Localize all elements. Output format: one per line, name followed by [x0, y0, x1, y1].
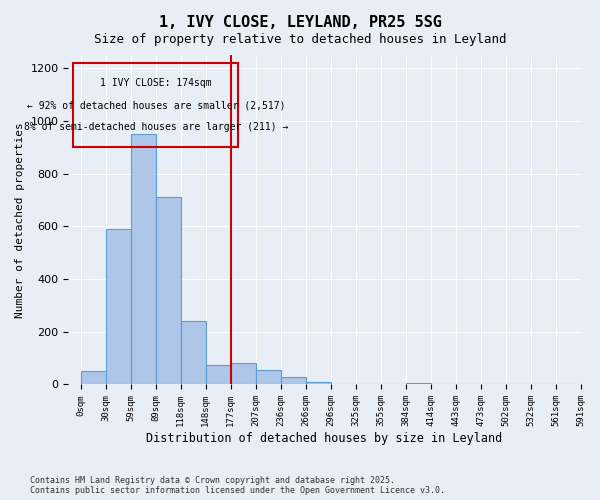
Bar: [81, 372, 106, 384]
Bar: [256, 370, 281, 384]
Text: 1, IVY CLOSE, LEYLAND, PR25 5SG: 1, IVY CLOSE, LEYLAND, PR25 5SG: [158, 15, 442, 30]
Bar: [156, 198, 181, 384]
Bar: [281, 376, 306, 384]
Bar: [231, 364, 256, 384]
Text: ← 92% of detached houses are smaller (2,517): ← 92% of detached houses are smaller (2,…: [26, 100, 285, 110]
Text: Contains HM Land Registry data © Crown copyright and database right 2025.
Contai: Contains HM Land Registry data © Crown c…: [30, 476, 445, 495]
Bar: [206, 364, 231, 384]
Text: 1 IVY CLOSE: 174sqm: 1 IVY CLOSE: 174sqm: [100, 78, 212, 88]
Text: Size of property relative to detached houses in Leyland: Size of property relative to detached ho…: [94, 32, 506, 46]
Y-axis label: Number of detached properties: Number of detached properties: [15, 122, 25, 318]
Bar: [306, 382, 331, 384]
Bar: [181, 321, 206, 384]
Text: 8% of semi-detached houses are larger (211) →: 8% of semi-detached houses are larger (2…: [23, 122, 288, 132]
X-axis label: Distribution of detached houses by size in Leyland: Distribution of detached houses by size …: [146, 432, 503, 445]
Bar: [406, 383, 431, 384]
Bar: [131, 134, 156, 384]
Bar: [106, 229, 131, 384]
